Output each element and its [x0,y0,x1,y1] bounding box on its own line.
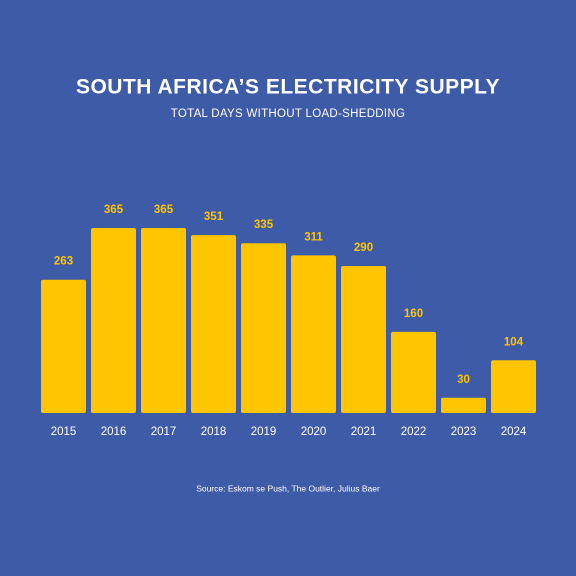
value-label: 30 [457,374,470,386]
x-tick-label: 2023 [451,426,477,438]
bar [141,228,186,413]
chart-title: SOUTH AFRICA’S ELECTRICITY SUPPLY [76,76,500,99]
value-label: 335 [254,219,274,231]
bar [391,331,436,413]
value-label: 263 [54,256,73,268]
value-label: 104 [504,336,524,348]
bar [191,235,236,413]
value-label: 365 [154,204,174,216]
x-tick-label: 2017 [151,426,177,438]
x-tick-label: 2015 [51,426,77,438]
x-tick-label: 2019 [251,426,277,438]
x-tick-label: 2016 [101,426,127,438]
bar [291,255,336,413]
bar [441,397,486,413]
chart-subtitle: TOTAL DAYS WITHOUT LOAD-SHEDDING [171,108,406,120]
bar [91,228,136,413]
value-label: 290 [354,242,373,254]
x-tick-label: 2021 [351,426,377,438]
value-label: 365 [104,204,124,216]
bar [341,266,386,413]
source-note: Source: Eskom se Push, The Outlier, Juli… [196,483,380,493]
value-label: 351 [204,211,224,223]
x-tick-label: 2024 [501,426,527,438]
x-tick-label: 2020 [301,426,327,438]
value-label: 160 [404,308,423,320]
bar [41,279,86,413]
x-tick-label: 2022 [401,426,427,438]
bar [241,243,286,413]
bar [491,360,536,413]
value-label: 311 [304,231,323,243]
x-tick-label: 2018 [201,426,227,438]
